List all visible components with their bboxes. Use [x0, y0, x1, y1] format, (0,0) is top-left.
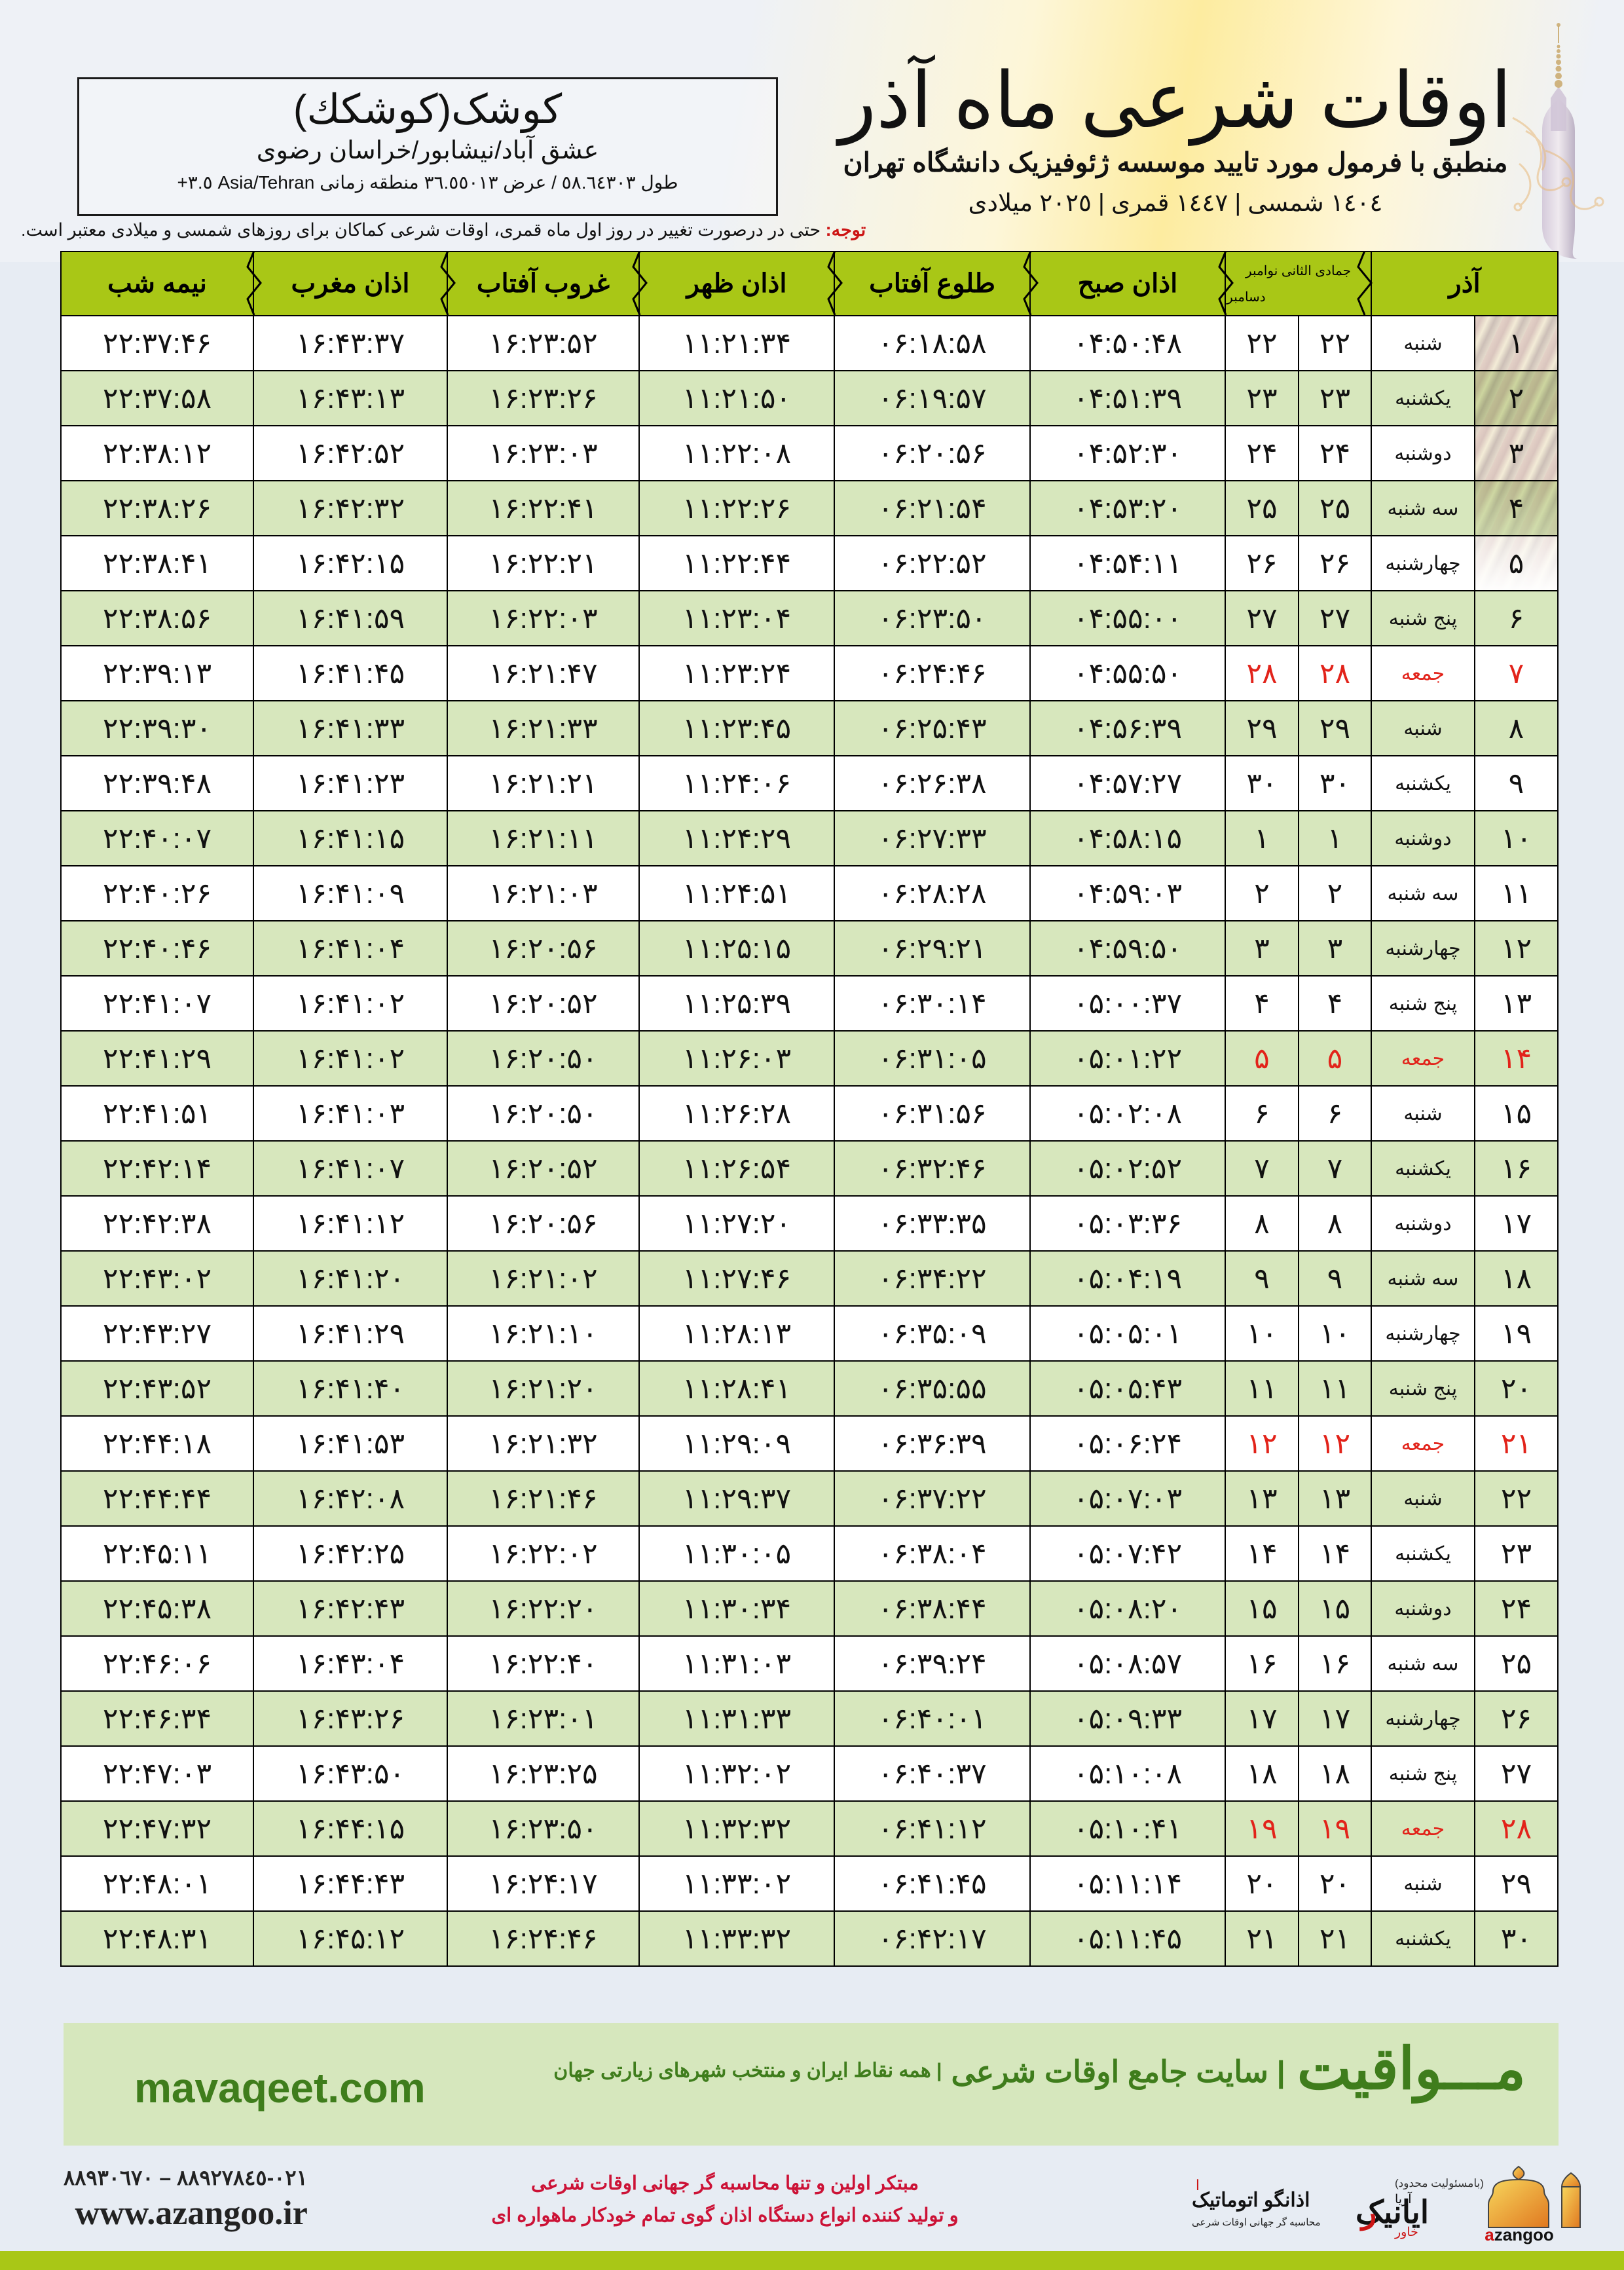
svg-text:(بامسئولیت محدود): (بامسئولیت محدود) — [1395, 2177, 1484, 2190]
svg-text:محاسبه گر جهانی اوقات شرعی: محاسبه گر جهانی اوقات شرعی — [1192, 2216, 1321, 2228]
svg-text:ر: ر — [1359, 2195, 1376, 2231]
svg-text:آریا: آریا — [1395, 2191, 1412, 2206]
svg-text:خاور: خاور — [1394, 2225, 1418, 2239]
svg-text:اذانگو اتوماتیک: اذانگو اتوماتیک — [1192, 2188, 1310, 2212]
svg-text:ا: ا — [1196, 2177, 1200, 2193]
svg-text:azangoo: azangoo — [1485, 2225, 1553, 2244]
